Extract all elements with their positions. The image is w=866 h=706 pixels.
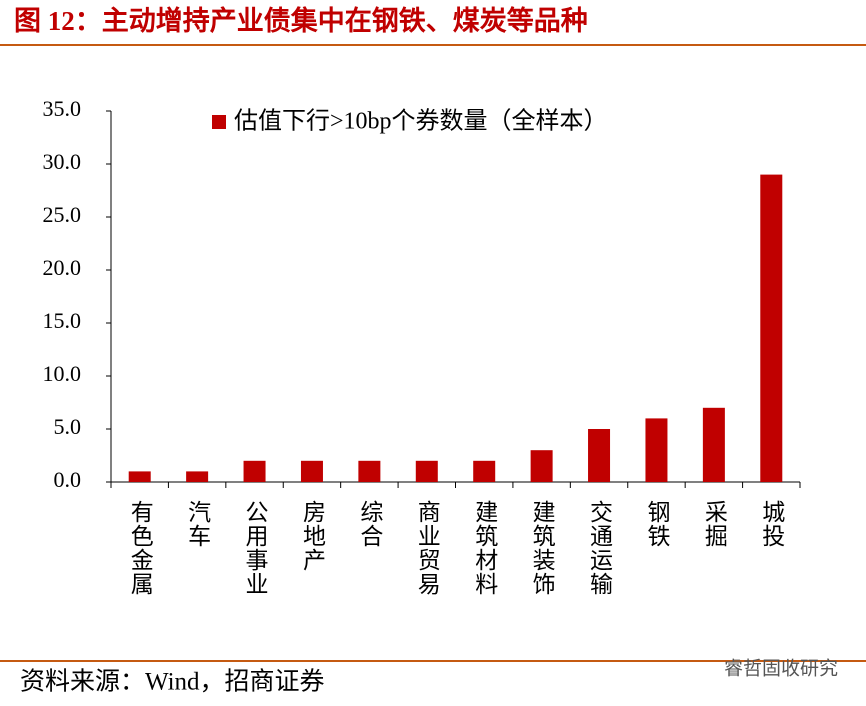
bar [300,460,323,482]
y-tick-label: 0.0 [54,467,82,492]
x-tick-label: 有色金属 [127,500,154,596]
x-tick-label: 建筑材料 [472,500,499,596]
title: 图 12：主动增持产业债集中在钢铁、煤炭等品种 [14,5,588,36]
bar [358,460,381,482]
y-tick-label: 10.0 [43,361,82,386]
legend-swatch [212,115,226,129]
y-tick-label: 15.0 [43,308,82,333]
x-tick-label: 城投 [759,500,786,548]
source: 资料来源：Wind，招商证券 [20,668,325,696]
x-tick-label: 交通运输 [587,500,614,596]
x-tick-label: 汽车 [185,500,212,548]
bar [588,429,611,482]
legend-label: 估值下行>10bp个券数量（全样本） [234,108,608,135]
bar [645,418,668,482]
x-tick-label: 钢铁 [644,500,671,548]
bar [760,174,783,482]
x-tick-label: 商业贸易 [414,500,441,596]
y-tick-label: 5.0 [54,414,82,439]
y-tick-label: 25.0 [43,202,82,227]
bar [243,460,266,482]
bar [128,471,151,482]
x-tick-label: 房地产 [299,500,326,572]
bar [473,460,496,482]
x-tick-label: 公用事业 [242,500,269,596]
bar [186,471,209,482]
bar [530,450,553,482]
y-tick-label: 30.0 [43,149,82,174]
x-tick-label: 综合 [357,500,384,548]
x-tick-label: 采掘 [701,500,728,548]
x-tick-label: 建筑装饰 [529,500,556,596]
y-tick-label: 35.0 [43,96,82,121]
y-tick-label: 20.0 [43,255,82,280]
bar [702,407,725,482]
watermark: 睿哲固收研究 [724,657,838,679]
bar [415,460,438,482]
